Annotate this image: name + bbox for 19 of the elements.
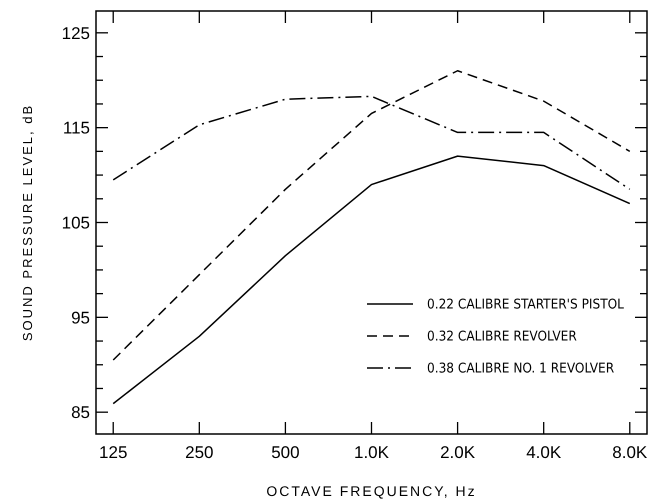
x-tick-label: 8.0K xyxy=(612,443,648,462)
line-series xyxy=(112,155,631,404)
x-tick-label: 250 xyxy=(185,443,214,462)
x-tick-label: 125 xyxy=(99,443,128,462)
y-axis-title: SOUND PRESSURE LEVEL, dB xyxy=(20,104,35,342)
x-tick-label: 500 xyxy=(271,443,300,462)
y-tick-label: 125 xyxy=(62,24,90,43)
legend-label: 0.32 CALIBRE REVOLVER xyxy=(427,328,578,345)
y-tick-label: 85 xyxy=(71,403,90,422)
legend-label: 0.38 CALIBRE NO. 1 REVOLVER xyxy=(427,360,615,377)
legend-label: 0.22 CALIBRE STARTER'S PISTOL xyxy=(427,296,624,313)
y-tick-label: 115 xyxy=(62,118,90,138)
x-tick-label: 2.0K xyxy=(440,443,476,462)
y-tick-label: 95 xyxy=(71,308,90,328)
x-tick-label: 1.0K xyxy=(354,443,390,462)
line-series xyxy=(112,70,631,361)
x-tick-label: 4.0K xyxy=(526,443,562,462)
x-axis-title: OCTAVE FREQUENCY, Hz xyxy=(266,483,477,499)
y-tick-label: 105 xyxy=(62,213,90,232)
